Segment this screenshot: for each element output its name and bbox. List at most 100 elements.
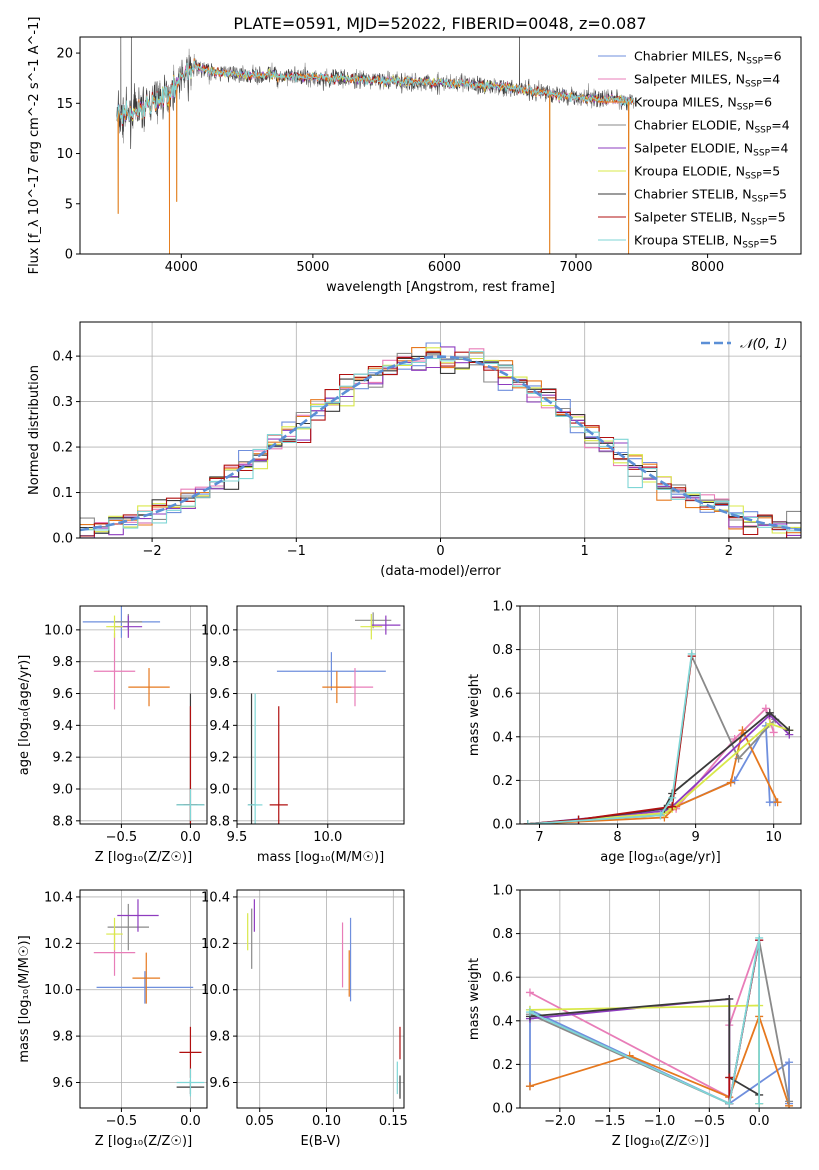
legend-entry: Chabrier MILES, NSSP=6 (634, 49, 782, 67)
y-tick-label: 0.4 (52, 350, 73, 365)
axes-frame: −0.5 0.0 8.8 9.0 9.2 9.4 9.6 9.8 10.0 Z [log₁₀(Z/… (17, 605, 208, 865)
mass-weight-series-line (529, 939, 760, 1104)
legend-subscript: SSP (753, 149, 770, 159)
x-axis-label: (data-model)/error (380, 564, 501, 579)
legend-tail: =5 (759, 233, 777, 248)
x-axis-label: Z [log₁₀(Z/Z☉)] (612, 1134, 709, 1149)
axes-frame: 0.05 0.10 0.15 9.6 9.8 10.0 10.2 10.4 E(B-V) (201, 889, 408, 1149)
y-tick-label: 9.0 (209, 782, 230, 797)
x-tick-label: −1.5 (594, 1114, 626, 1129)
legend-entry: Kroupa MILES, NSSP=6 (634, 95, 772, 113)
histogram-panel: −2 −1 0 1 2 0.0 0.1 0.2 0.3 0.4 (data-model)/error… (27, 321, 802, 579)
x-tick-label: −1.0 (644, 1114, 676, 1129)
x-tick-label: 0.0 (749, 1114, 770, 1129)
y-axis-label: mass weight (467, 958, 482, 1040)
y-tick-label: 10.4 (201, 890, 230, 905)
x-axis-label: mass [log₁₀(M/M☉)] (257, 850, 384, 865)
y-tick-label: 0.6 (492, 971, 513, 986)
mass-weight-series-line (527, 653, 693, 824)
legend-tail: =6 (763, 49, 781, 64)
mass-weight-vs-age-panel: 7 8 9 10 0.0 0.2 0.4 0.6 0.8 1.0 age [log₁₀(age/yr… (467, 600, 802, 865)
data-point-marker (525, 1082, 534, 1091)
x-tick-label: 8000 (691, 260, 724, 275)
data-point-marker (725, 1073, 734, 1082)
x-tick-label: 9.5 (227, 830, 248, 845)
y-tick-label: 9.6 (52, 1076, 73, 1091)
legend-subscript: SSP (745, 80, 762, 90)
y-tick-label: 0.6 (492, 687, 513, 702)
plot-area (237, 606, 404, 824)
errorbar-point (247, 693, 263, 824)
mass-weight-series-line (529, 939, 760, 1104)
axes-frame: 7 8 9 10 0.0 0.2 0.4 0.6 0.8 1.0 age [log₁₀(age/yr… (467, 600, 802, 865)
axes-border (79, 36, 802, 255)
axes-border (519, 605, 802, 825)
errorbar-point (276, 652, 386, 691)
normal-reference-curve (80, 355, 801, 532)
y-tick-label: 8.8 (209, 814, 230, 829)
y-tick-label: 0.8 (492, 927, 513, 942)
x-axis-label: Z [log₁₀(Z/Z☉)] (95, 850, 192, 865)
y-tick-label: 0.4 (492, 730, 513, 745)
y-tick-label: 0.1 (52, 486, 73, 501)
errorbar-point (132, 952, 161, 1004)
mass-weight-series-line (527, 706, 775, 824)
errorbar-point (360, 613, 383, 640)
legend-text: Chabrier ELODIE, N (634, 118, 754, 133)
y-tick-label: 9.2 (209, 751, 230, 766)
x-tick-label: 5000 (296, 260, 329, 275)
x-tick-label: 1 (581, 544, 589, 559)
data-point-marker (525, 988, 534, 997)
y-tick-label: 10 (56, 147, 73, 162)
spectrum-series-line (116, 58, 635, 254)
legend-tail: =5 (762, 164, 780, 179)
y-tick-label: 9.2 (52, 751, 73, 766)
y-tick-label: 20 (56, 47, 73, 62)
y-tick-label: 9.8 (209, 655, 230, 670)
y-tick-label: 1.0 (492, 600, 513, 615)
figure-title: PLATE=0591, MJD=52022, FIBERID=0048, z=0… (233, 14, 646, 33)
x-tick-label: 7 (535, 830, 543, 845)
x-axis-label: wavelength [Angstrom, rest frame] (326, 280, 555, 295)
y-tick-label: 9.4 (209, 719, 230, 734)
y-tick-label: 9.6 (209, 1076, 230, 1091)
legend-entry: Chabrier STELIB, NSSP=5 (634, 187, 787, 205)
y-tick-label: 10.4 (44, 890, 73, 905)
errorbar-point (176, 788, 205, 821)
axes-frame: −2 −1 0 1 2 0.0 0.1 0.2 0.3 0.4 (data-model)/error… (27, 321, 802, 579)
legend-subscript: SSP (737, 103, 754, 113)
y-tick-label: 0.0 (52, 532, 73, 547)
data-point-marker (725, 995, 734, 1003)
y-tick-label: 8.8 (52, 814, 73, 829)
data-point-marker (734, 754, 743, 763)
x-tick-label: −0.5 (106, 1114, 138, 1129)
errorbar-point (322, 671, 352, 704)
data-point-marker (755, 933, 764, 942)
data-point-marker (525, 1008, 534, 1017)
errorbar-point (106, 917, 123, 951)
errorbar-point (269, 706, 288, 824)
data-point-marker (785, 1097, 794, 1106)
mass-weight-series-line (529, 937, 760, 1105)
x-tick-label: 9 (691, 830, 699, 845)
data-point-marker (668, 802, 677, 811)
errorbar-point (96, 971, 194, 1004)
y-tick-label: 9.8 (209, 1030, 230, 1045)
x-tick-label: 0.05 (245, 1114, 274, 1129)
data-point-marker (656, 811, 665, 820)
data-point-marker (738, 726, 747, 735)
y-tick-label: 15 (56, 97, 73, 112)
x-tick-label: 7000 (559, 260, 592, 275)
data-point-marker (761, 704, 770, 713)
mass-weight-series-line (529, 998, 760, 1096)
data-point-marker (725, 1099, 734, 1108)
x-tick-label: 0.10 (312, 1114, 341, 1129)
y-tick-label: 9.6 (209, 687, 230, 702)
mass-weight-series-line (527, 655, 693, 824)
legend-entry: Chabrier ELODIE, NSSP=4 (634, 118, 790, 136)
y-tick-label: 9.8 (52, 1030, 73, 1045)
age-vs-mass-panel: 9.5 10.0 8.8 9.0 9.2 9.4 9.6 9.8 10.0 mass [log₁₀… (201, 605, 405, 865)
y-axis-label: age [log₁₀(age/yr)] (17, 655, 32, 776)
